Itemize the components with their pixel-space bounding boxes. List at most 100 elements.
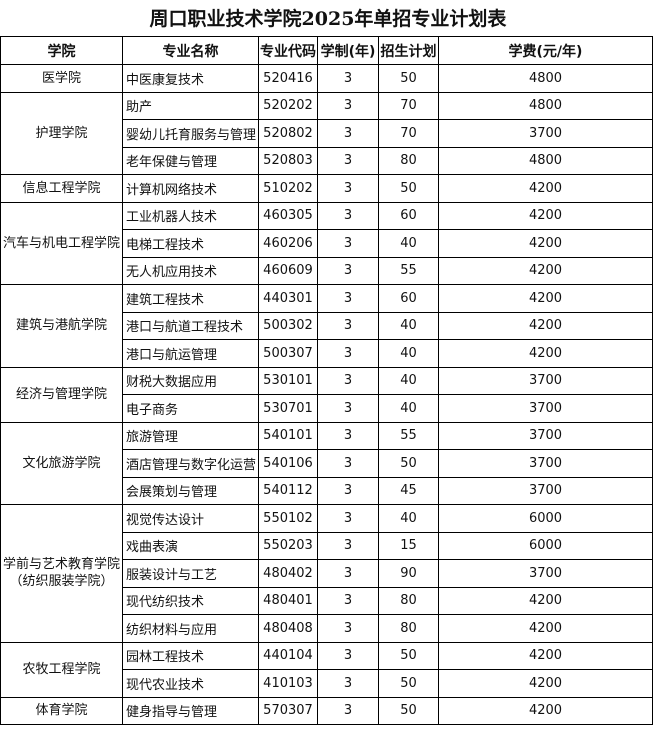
college-name: 文化旅游学院 xyxy=(22,455,101,471)
enrollment-plan: 45 xyxy=(378,476,439,505)
table-row: 纺织材料与应用 480408 3 80 4200 xyxy=(1,614,653,643)
tuition: 4200 xyxy=(438,614,653,643)
enrollment-plan: 40 xyxy=(378,311,439,340)
enrollment-plan: 50 xyxy=(378,696,439,725)
college-cell: 医学院 xyxy=(0,64,123,93)
table-row: 现代农业技术 410103 3 50 4200 xyxy=(1,669,653,698)
college-cell: 经济与管理学院 xyxy=(0,366,123,423)
major-name: 计算机网络技术 xyxy=(122,174,259,203)
duration: 3 xyxy=(317,91,379,120)
tuition: 4200 xyxy=(438,641,653,670)
major-code: 530101 xyxy=(258,366,318,395)
major-code: 460609 xyxy=(258,256,318,285)
header-code: 专业代码 xyxy=(258,36,318,65)
major-code: 460305 xyxy=(258,201,318,230)
major-name: 电子商务 xyxy=(122,394,259,423)
college-cell: 信息工程学院 xyxy=(0,174,123,203)
tuition: 4800 xyxy=(438,91,653,120)
tuition: 4800 xyxy=(438,64,653,93)
duration: 3 xyxy=(317,201,379,230)
duration: 3 xyxy=(317,64,379,93)
enrollment-plan: 40 xyxy=(378,229,439,258)
table-row: 酒店管理与数字化运营 540106 3 50 3700 xyxy=(1,449,653,478)
major-name: 视觉传达设计 xyxy=(122,504,259,533)
table-row: 信息工程学院 计算机网络技术 510202 3 50 4200 xyxy=(0,174,653,203)
college-cell: 体育学院 xyxy=(0,696,123,725)
major-name: 电梯工程技术 xyxy=(122,229,259,258)
tuition: 6000 xyxy=(438,531,653,560)
enrollment-plan: 70 xyxy=(378,119,439,148)
college-cell: 建筑与港航学院 xyxy=(0,284,123,368)
page-title: 周口职业技术学院2025年单招专业计划表 xyxy=(149,8,507,30)
tuition: 4200 xyxy=(438,669,653,698)
tuition: 3700 xyxy=(438,559,653,588)
enrollment-plan: 15 xyxy=(378,531,439,560)
college-name: 农牧工程学院 xyxy=(22,662,101,677)
major-name: 服装设计与工艺 xyxy=(122,559,259,588)
tuition: 4200 xyxy=(438,696,653,725)
enrollment-plan: 50 xyxy=(378,449,439,478)
duration: 3 xyxy=(317,696,379,725)
college-cell: 汽车与机电工程学院 xyxy=(0,201,123,285)
major-name: 建筑工程技术 xyxy=(122,284,259,313)
major-name: 戏曲表演 xyxy=(122,531,259,560)
major-code: 480408 xyxy=(258,614,318,643)
enrollment-plan: 50 xyxy=(378,669,439,698)
duration: 3 xyxy=(317,311,379,340)
table-header-row: 学院 专业名称 专业代码 学制(年) 招生计划 学费(元/年) xyxy=(0,36,653,65)
duration: 3 xyxy=(317,421,379,450)
major-name: 老年保健与管理 xyxy=(122,146,259,175)
major-code: 550203 xyxy=(258,531,318,560)
major-name: 酒店管理与数字化运营 xyxy=(122,449,259,478)
enrollment-plan: 60 xyxy=(378,284,439,313)
duration: 3 xyxy=(317,504,379,533)
table-row: 文化旅游学院 旅游管理 540101 3 55 3700 xyxy=(0,421,653,505)
tuition: 4200 xyxy=(438,256,653,285)
college-name: 学前与艺术教育学院 xyxy=(2,557,120,573)
duration: 3 xyxy=(317,119,379,148)
major-name: 财税大数据应用 xyxy=(122,366,259,395)
table-row: 戏曲表演 550203 3 15 6000 xyxy=(1,531,653,560)
enrollment-plan: 40 xyxy=(378,339,439,368)
duration: 3 xyxy=(317,174,379,203)
table-row: 护理学院 助产 520202 3 70 4800 xyxy=(0,91,653,175)
college-cell: 文化旅游学院 xyxy=(0,421,123,505)
major-name: 园林工程技术 xyxy=(122,641,259,670)
table-row: 电子商务 530701 3 40 3700 xyxy=(1,394,653,423)
enrollment-plan: 80 xyxy=(378,146,439,175)
duration: 3 xyxy=(317,641,379,670)
tuition: 3700 xyxy=(438,476,653,505)
table-row: 体育学院 健身指导与管理 570307 3 50 4200 xyxy=(0,696,653,725)
major-name: 纺织材料与应用 xyxy=(122,614,259,643)
table-row: 电梯工程技术 460206 3 40 4200 xyxy=(1,229,653,258)
college-name: 建筑与港航学院 xyxy=(15,318,107,334)
tuition: 4200 xyxy=(438,586,653,615)
duration: 3 xyxy=(317,531,379,560)
header-college: 学院 xyxy=(0,36,123,65)
tuition: 3700 xyxy=(438,421,653,450)
college-cell: 学前与艺术教育学院 （纺织服装学院） xyxy=(0,504,123,643)
major-name: 港口与航运管理 xyxy=(122,339,259,368)
major-code: 540101 xyxy=(258,421,318,450)
major-code: 510202 xyxy=(258,174,318,203)
enrollment-plan: 60 xyxy=(378,201,439,230)
college-alt-name: （纺织服装学院） xyxy=(9,574,114,590)
college-name: 汽车与机电工程学院 xyxy=(2,235,120,251)
tuition: 4200 xyxy=(438,311,653,340)
tuition: 4200 xyxy=(438,284,653,313)
duration: 3 xyxy=(317,146,379,175)
table-row: 港口与航道工程技术 500302 3 40 4200 xyxy=(1,311,653,340)
table-row: 经济与管理学院 财税大数据应用 530101 3 40 3700 xyxy=(0,366,653,423)
major-code: 540106 xyxy=(258,449,318,478)
duration: 3 xyxy=(317,366,379,395)
major-code: 520802 xyxy=(258,119,318,148)
major-code: 440301 xyxy=(258,284,318,313)
tuition: 3700 xyxy=(438,449,653,478)
major-name: 旅游管理 xyxy=(122,421,259,450)
duration: 3 xyxy=(317,394,379,423)
duration: 3 xyxy=(317,476,379,505)
duration: 3 xyxy=(317,256,379,285)
college-name: 信息工程学院 xyxy=(22,180,101,196)
table-row: 建筑与港航学院 建筑工程技术 440301 3 60 4200 xyxy=(0,284,653,368)
major-code: 570307 xyxy=(258,696,318,725)
